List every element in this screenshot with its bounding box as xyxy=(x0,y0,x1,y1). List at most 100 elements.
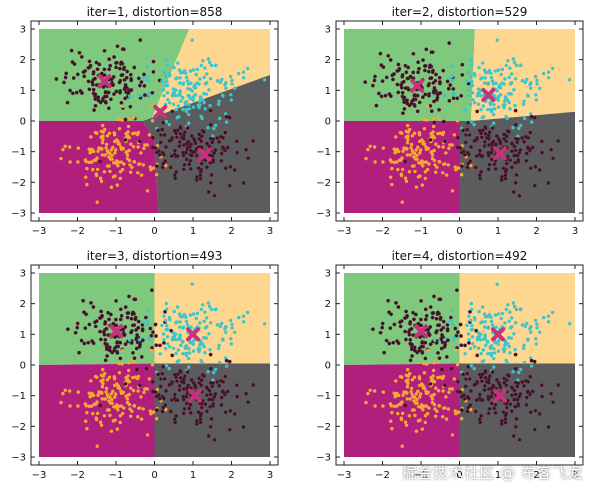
data-point xyxy=(181,380,186,385)
data-point xyxy=(503,77,507,81)
data-point xyxy=(101,381,105,386)
data-point xyxy=(85,426,89,431)
data-point xyxy=(416,389,420,393)
data-point xyxy=(416,60,420,65)
data-point xyxy=(368,144,372,148)
data-point xyxy=(463,140,468,145)
data-point xyxy=(128,407,132,411)
data-point xyxy=(125,153,130,157)
data-point xyxy=(124,150,128,154)
data-point xyxy=(428,381,433,386)
data-point xyxy=(138,38,143,42)
data-point xyxy=(526,379,530,384)
data-point xyxy=(453,409,457,413)
data-point xyxy=(496,105,501,109)
data-point xyxy=(504,134,509,139)
data-point xyxy=(533,74,538,79)
centroid-marker xyxy=(492,388,507,403)
data-point xyxy=(183,346,188,351)
x-tick-label: 3 xyxy=(267,470,273,481)
x-tick-label: 2 xyxy=(533,470,539,481)
data-point xyxy=(484,343,488,347)
data-point xyxy=(150,135,155,140)
data-point xyxy=(175,360,179,364)
data-point xyxy=(528,327,532,331)
data-point xyxy=(117,361,121,366)
data-point xyxy=(105,149,110,153)
data-point xyxy=(380,325,385,330)
data-point xyxy=(452,91,456,96)
data-point xyxy=(506,98,510,102)
data-point xyxy=(118,356,123,361)
data-point xyxy=(410,354,414,358)
data-point xyxy=(144,366,149,371)
centroid-marker xyxy=(491,327,505,342)
data-point xyxy=(475,109,480,114)
data-point xyxy=(466,340,471,345)
data-point xyxy=(132,160,137,164)
data-point xyxy=(405,313,409,318)
data-point xyxy=(516,381,520,385)
data-point xyxy=(441,374,446,379)
data-point xyxy=(84,175,88,179)
data-point xyxy=(177,312,182,316)
data-point xyxy=(138,338,142,342)
data-point xyxy=(182,162,187,167)
data-point xyxy=(408,371,412,376)
data-point xyxy=(209,321,213,325)
data-point xyxy=(207,332,211,336)
data-point xyxy=(82,74,87,79)
data-point xyxy=(481,104,485,108)
data-point xyxy=(228,74,233,79)
data-point xyxy=(383,93,388,98)
data-point xyxy=(483,333,487,337)
data-point xyxy=(434,142,438,146)
data-point xyxy=(83,326,88,330)
data-point xyxy=(137,383,142,388)
data-point xyxy=(450,78,455,83)
y-tick-label: −1 xyxy=(11,391,26,402)
data-point xyxy=(489,157,494,162)
data-point xyxy=(516,378,520,382)
y-tick-label: 0 xyxy=(20,117,26,128)
data-point xyxy=(210,140,215,145)
data-point xyxy=(467,70,471,74)
data-point xyxy=(417,66,421,71)
data-point xyxy=(212,437,217,442)
data-point xyxy=(98,316,102,320)
data-point xyxy=(147,335,151,339)
data-point xyxy=(73,330,78,335)
data-point xyxy=(181,325,186,329)
data-point xyxy=(100,153,105,157)
data-point xyxy=(502,132,506,137)
data-point xyxy=(223,327,227,331)
data-point xyxy=(549,391,553,396)
data-point xyxy=(184,100,189,104)
x-tick-label: −2 xyxy=(70,470,85,481)
data-point xyxy=(454,412,458,416)
data-point xyxy=(534,98,538,102)
data-point xyxy=(127,117,131,121)
data-point xyxy=(100,385,105,389)
data-point xyxy=(132,65,137,70)
data-point xyxy=(437,323,442,327)
data-point xyxy=(518,392,523,396)
data-point xyxy=(179,315,183,319)
data-point xyxy=(91,305,96,309)
data-point xyxy=(105,378,110,382)
data-point xyxy=(445,327,450,331)
data-point xyxy=(198,321,202,325)
data-point xyxy=(103,127,107,132)
data-point xyxy=(429,76,434,80)
data-point xyxy=(123,137,128,142)
data-point xyxy=(109,148,114,152)
data-point xyxy=(178,320,182,324)
data-point xyxy=(87,59,92,64)
data-point xyxy=(420,382,424,386)
data-point xyxy=(95,444,99,448)
data-point xyxy=(504,378,509,383)
data-point xyxy=(515,384,520,389)
data-point xyxy=(441,171,445,175)
data-point xyxy=(466,120,471,125)
